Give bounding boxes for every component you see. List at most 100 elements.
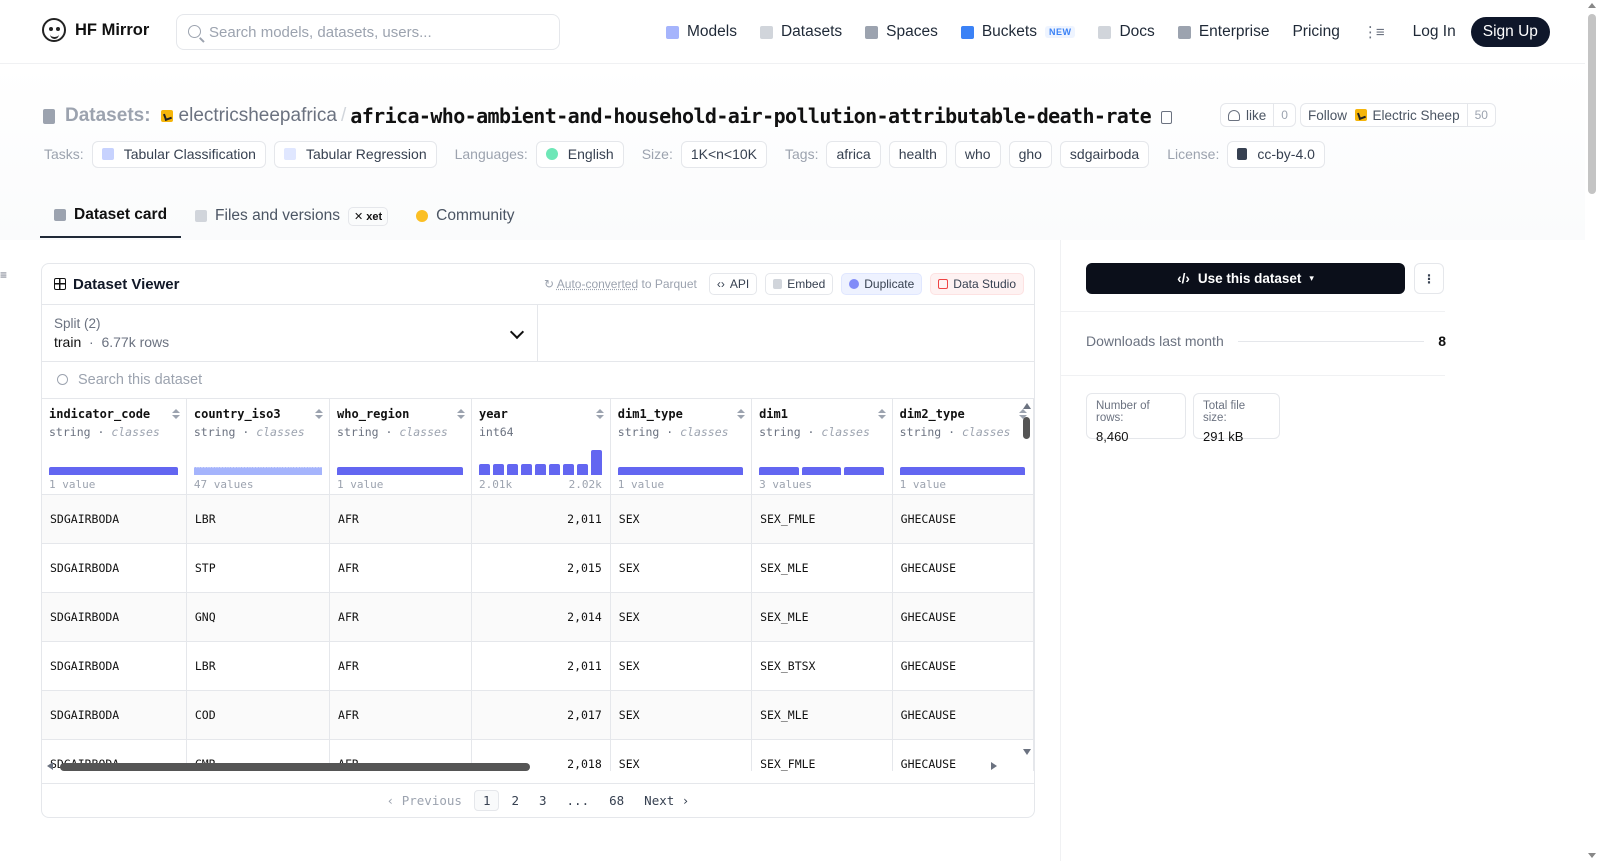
column-header[interactable]: dim1_type string · classes 1 value (610, 399, 753, 495)
table-cell[interactable]: SEX_MLE (751, 592, 893, 642)
table-cell[interactable]: AFR (329, 592, 472, 642)
histogram-bar[interactable] (801, 467, 842, 475)
auto-converted-link[interactable]: Auto-converted (556, 277, 639, 291)
histogram-bar[interactable] (492, 464, 504, 475)
brand-logo[interactable]: HF Mirror (42, 18, 149, 42)
table-cell[interactable]: AFR (329, 543, 472, 593)
histogram-bar[interactable] (207, 467, 211, 475)
dataset-search-input[interactable]: Search this dataset (42, 362, 1034, 399)
histogram-bar[interactable] (305, 467, 309, 475)
sort-icon[interactable] (877, 409, 886, 419)
tag-health[interactable]: health (888, 140, 947, 168)
table-cell[interactable]: SEX (610, 592, 753, 642)
scroll-right-icon[interactable] (991, 762, 997, 770)
column-header[interactable]: year int64 2.01k 2.02k (471, 399, 611, 495)
tag-tabular-regression[interactable]: Tabular Regression (273, 140, 437, 168)
tag-africa[interactable]: africa (826, 140, 881, 168)
histogram-bar[interactable] (193, 467, 197, 475)
table-cell[interactable]: SEX (610, 543, 753, 593)
auto-converted-note[interactable]: ↻ Auto-converted to Parquet (544, 277, 697, 291)
table-cell[interactable]: 2,015 (471, 543, 611, 593)
histogram-bar[interactable] (226, 467, 230, 475)
table-cell[interactable]: GHECAUSE (892, 641, 1034, 691)
histogram-bar[interactable] (506, 464, 518, 475)
tab-community[interactable]: Community (402, 194, 528, 238)
table-cell[interactable]: SDGAIRBODA (42, 592, 187, 642)
table-cell[interactable]: SEX (610, 494, 753, 544)
table-cell[interactable]: SEX_MLE (751, 690, 893, 740)
histogram-bar[interactable] (617, 467, 744, 475)
table-row[interactable]: SDGAIRBODA GNQ AFR 2,014 SEX SEX_MLE GHECAUSE (42, 592, 1034, 642)
table-row[interactable]: SDGAIRBODA COD AFR 2,017 SEX SEX_MLE GHECAUSE (42, 690, 1034, 740)
histogram-bar[interactable] (590, 450, 602, 475)
more-options-button[interactable]: ⋮ (1414, 263, 1444, 294)
data-studio-button[interactable]: Data Studio (930, 273, 1024, 295)
table-cell[interactable]: 2,014 (471, 592, 611, 642)
table-cell[interactable]: STP (186, 543, 331, 593)
table-cell[interactable]: SDGAIRBODA (42, 641, 187, 691)
table-cell[interactable]: SEX_MLE (751, 543, 893, 593)
sort-icon[interactable] (1019, 409, 1027, 419)
histogram-bar[interactable] (534, 464, 546, 475)
histogram-bar[interactable] (314, 467, 317, 475)
histogram-bar[interactable] (254, 467, 257, 475)
table-cell[interactable]: GNQ (186, 592, 331, 642)
histogram-bar[interactable] (243, 467, 246, 475)
column-header[interactable]: dim1 string · classes 3 values (751, 399, 893, 495)
histogram-bar[interactable] (256, 467, 260, 475)
column-header[interactable]: who_region string · classes 1 value (329, 399, 472, 495)
table-cell[interactable]: GHECAUSE (892, 592, 1034, 642)
histogram-bar[interactable] (478, 464, 490, 475)
histogram-bar[interactable] (576, 464, 588, 475)
org-link[interactable]: electricsheepafrica (178, 105, 337, 126)
nav-buckets[interactable]: Buckets NEW (960, 23, 1076, 41)
table-cell[interactable]: GHECAUSE (892, 739, 1034, 771)
histogram-bar[interactable] (240, 467, 244, 475)
global-search-input[interactable]: Search models, datasets, users... (176, 14, 560, 50)
histogram-bar[interactable] (292, 467, 296, 475)
table-cell[interactable]: GHECAUSE (892, 543, 1034, 593)
histogram-bar[interactable] (300, 467, 304, 475)
histogram-bar[interactable] (297, 467, 301, 475)
page-scrollbar[interactable] (1585, 0, 1600, 861)
table-cell[interactable]: COD (186, 690, 331, 740)
histogram-bar[interactable] (259, 467, 263, 475)
histogram-bar[interactable] (248, 467, 252, 475)
duplicate-button[interactable]: Duplicate (841, 273, 923, 295)
nav-docs[interactable]: Docs (1098, 23, 1155, 41)
column-header[interactable]: country_iso3 string · classes 47 values (186, 399, 331, 495)
histogram-bar[interactable] (221, 467, 224, 475)
table-cell[interactable]: AFR (329, 690, 472, 740)
histogram-bar[interactable] (562, 464, 574, 475)
scroll-left-icon[interactable] (47, 762, 53, 770)
histogram-bar[interactable] (49, 467, 178, 475)
column-header[interactable]: indicator_code string · classes 1 value (42, 399, 187, 495)
table-cell[interactable]: SDGAIRBODA (42, 494, 187, 544)
histogram-bar[interactable] (245, 467, 249, 475)
api-button[interactable]: ‹› API (708, 273, 758, 295)
histogram-bar[interactable] (548, 464, 560, 475)
histogram-bar[interactable] (303, 467, 306, 475)
table-cell[interactable]: 2,017 (471, 690, 611, 740)
table-row[interactable]: SDGAIRBODA LBR AFR 2,011 SEX SEX_BTSX GHECAUSE (42, 641, 1034, 691)
histogram-bar[interactable] (844, 467, 884, 475)
split-dropdown[interactable]: Split (2) train · 6.77k rows (42, 305, 538, 361)
page-68-button[interactable]: 68 (609, 793, 625, 808)
tag-license[interactable]: cc-by-4.0 (1227, 140, 1325, 168)
signup-button[interactable]: Sign Up (1470, 17, 1550, 47)
nav-datasets[interactable]: Datasets (759, 23, 842, 41)
histogram-bar[interactable] (284, 467, 287, 475)
tag-size[interactable]: 1K<n<10K (680, 140, 768, 168)
scroll-up-icon[interactable] (1588, 3, 1596, 8)
page-3-button[interactable]: 3 (539, 793, 547, 808)
nav-spaces[interactable]: Spaces (865, 23, 938, 41)
scroll-down-icon[interactable] (1023, 749, 1031, 755)
tab-dataset-card[interactable]: Dataset card (40, 194, 182, 238)
table-cell[interactable]: SEX (610, 641, 753, 691)
embed-button[interactable]: Embed (765, 273, 834, 295)
histogram-bar[interactable] (337, 467, 463, 475)
table-cell[interactable]: SDGAIRBODA (42, 543, 187, 593)
histogram-bar[interactable] (199, 467, 203, 475)
histogram-bar[interactable] (308, 467, 312, 475)
